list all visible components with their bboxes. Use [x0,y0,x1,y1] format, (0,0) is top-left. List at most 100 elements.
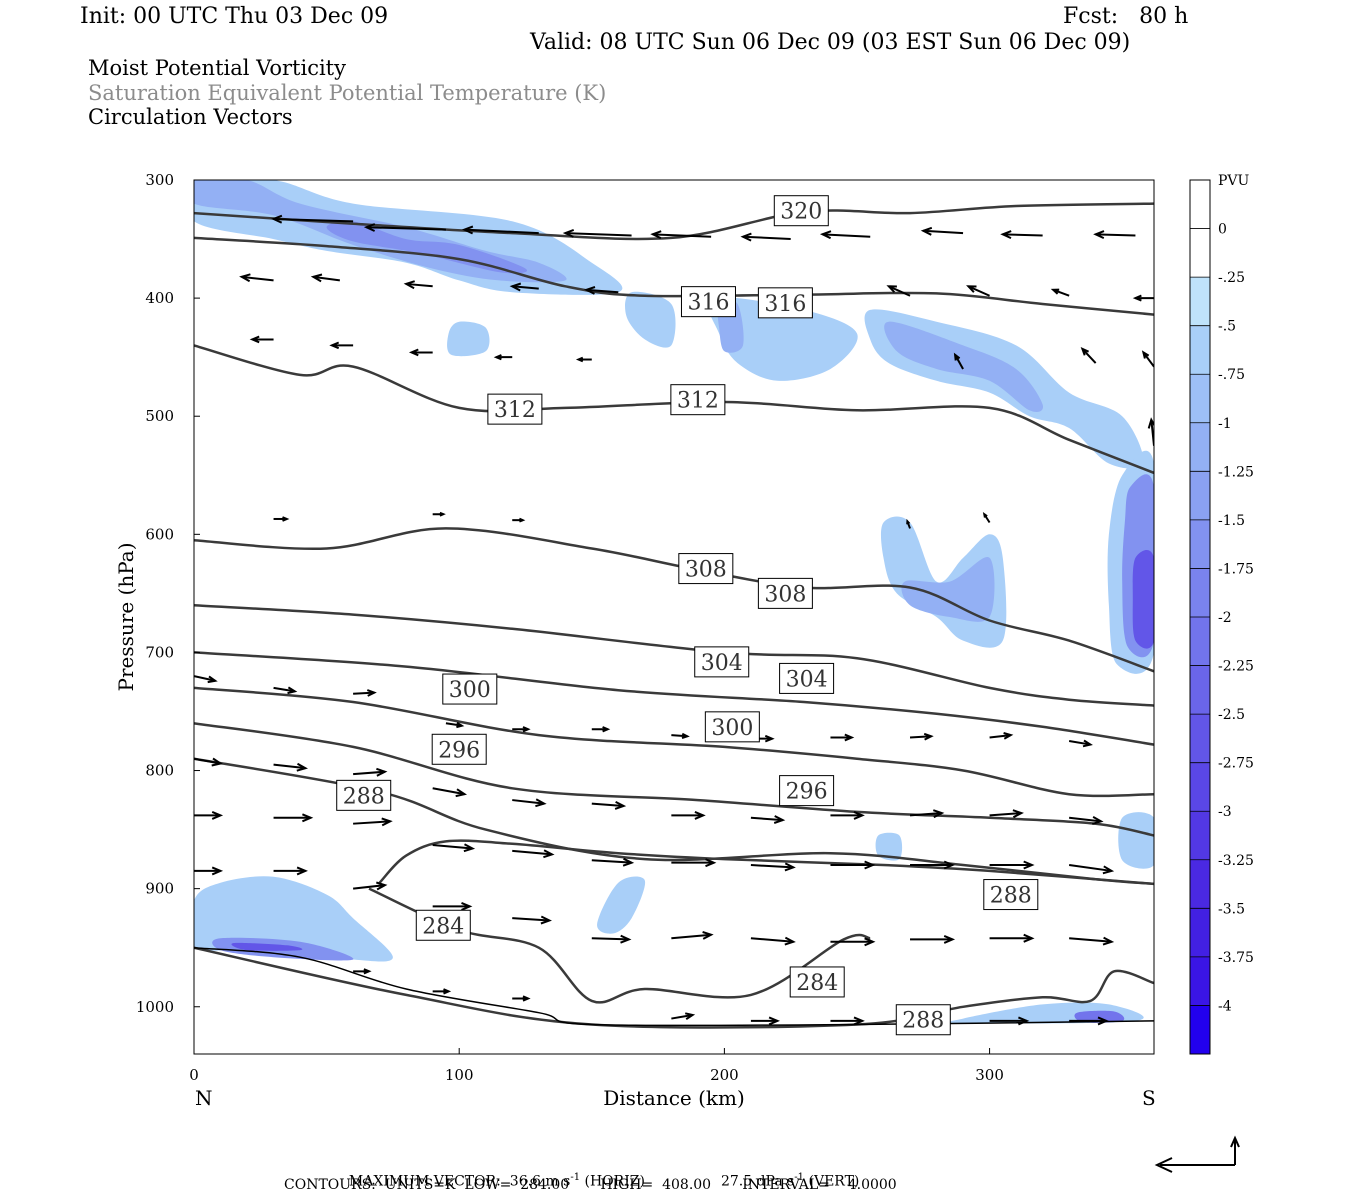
circulation-vector [194,757,223,767]
contour-label: 288 [336,779,392,811]
contour-label-text: 316 [764,292,806,317]
circulation-vector [353,881,388,891]
colorbar-swatch [1190,422,1210,472]
circulation-vector [1132,294,1154,302]
colorbar-swatch [1190,1005,1210,1054]
max-vector-info: MAXIMUM VECTOR: 36.6 m s-1 (HORIZ) 27.5 d… [340,1159,859,1189]
circulation-vector [989,860,1035,870]
circulation-vector [432,787,468,798]
max-vector-text: MAXIMUM VECTOR: 36.6 m s [348,1173,571,1190]
circulation-vector [750,815,786,824]
circulation-vector [989,1016,1030,1026]
circulation-vector [239,273,274,283]
circulation-vector [1069,864,1115,875]
title-theta-es: Saturation Equivalent Potential Temperat… [88,81,607,105]
max-vector-tail: (HORIZ) [580,1173,645,1190]
circulation-vector [906,518,911,529]
colorbar-label: -2.25 [1218,659,1254,675]
circulation-vector [512,849,555,859]
pv-region [1132,550,1154,649]
y-tick-label: 900 [145,880,174,898]
pv-region [707,297,858,381]
y-tick-label: 600 [145,525,174,543]
vert-vector-exp: -1 [794,1172,805,1183]
forecast-hour: Fcst: 80 h [1063,4,1189,29]
contour-label-text: 284 [796,971,838,996]
contour-label: 300 [442,673,498,705]
circulation-vector [353,817,393,827]
contour-label: 284 [415,909,471,941]
colorbar-label: -1.25 [1218,464,1254,480]
circulation-vectors [194,212,1154,1026]
circulation-vector [671,1012,696,1020]
circulation-vector [583,286,619,295]
colorbar-label: -.75 [1218,367,1245,383]
contour-label: 296 [431,733,487,765]
x-tick-label: 200 [710,1066,739,1084]
circulation-vector [750,862,796,872]
circulation-vector [493,354,513,361]
circulation-vector [671,732,690,740]
circulation-vector [194,810,224,820]
y-tick-label: 400 [145,289,174,307]
circulation-vector [830,810,865,820]
x-tick-label: 300 [975,1066,1004,1084]
circulation-vector [1069,1016,1109,1026]
contour-label-text: 312 [494,398,536,423]
pv-region [447,321,490,357]
circulation-vector [194,675,218,684]
pv-region [326,220,528,274]
max-vector-exp: -1 [570,1172,581,1183]
circulation-vector [273,866,308,876]
y-tick-label: 800 [145,762,174,780]
contour-label-text: 308 [685,558,727,583]
circulation-vector [461,225,539,235]
title-mpv: Moist Potential Vorticity [88,56,346,80]
circulation-vector [363,223,446,232]
colorbar-swatch [1190,762,1210,812]
circulation-vector [1147,417,1154,446]
circulation-vector [671,810,706,820]
circulation-vector [982,511,991,524]
circulation-vector [750,936,796,946]
contour-label: 304 [779,662,835,694]
circulation-vector [989,933,1035,943]
pv-region [597,876,646,934]
contour-label-text: 288 [990,884,1032,909]
colorbar-swatch [1190,374,1210,423]
contour-label-text: 284 [422,914,464,939]
plot-frame [193,179,1155,1055]
circulation-vector [432,901,473,911]
y-tick-label: 500 [145,407,174,425]
contour-label-text: 296 [786,780,828,805]
valid-time: Valid: 08 UTC Sun 06 Dec 09 (03 EST Sun … [530,30,1131,55]
colorbar-label: -2.75 [1218,756,1254,772]
pv-colorbar: 0 -.25 -.5 -.75 -1 -1.25 -1.5 -1.75 -2 -2.25 -2.5 -… [1189,179,1254,1055]
contour-label-text: 288 [343,784,385,809]
circulation-vector [750,1016,780,1026]
colorbar-swatch [1190,519,1210,569]
colorbar-swatch [1190,617,1210,666]
circulation-vector [512,995,531,1002]
colorbar-label: 0 [1218,222,1227,238]
contour-label-text: 304 [786,667,828,692]
contour-label: 320 [773,195,829,227]
circulation-vector [886,285,911,297]
reference-vector-icon [1154,1135,1240,1173]
theta-es-contour [194,344,1154,475]
theta-es-contour [194,722,1154,837]
circulation-vector [1141,350,1154,368]
colorbar-label: -2 [1218,610,1232,626]
colorbar-label: -3 [1218,804,1232,820]
colorbar-label: -3.25 [1218,853,1254,869]
circulation-vector [591,857,635,867]
circulation-vector [194,212,195,214]
legend-unit: PVU [1218,173,1250,189]
contour-label-text: 288 [902,1009,944,1034]
vert-vector-tail: (VERT) [804,1173,860,1190]
colorbar-label: -2.5 [1218,707,1245,723]
circulation-vector [650,230,712,240]
circulation-vector [1068,739,1093,748]
circulation-vector [512,915,552,925]
